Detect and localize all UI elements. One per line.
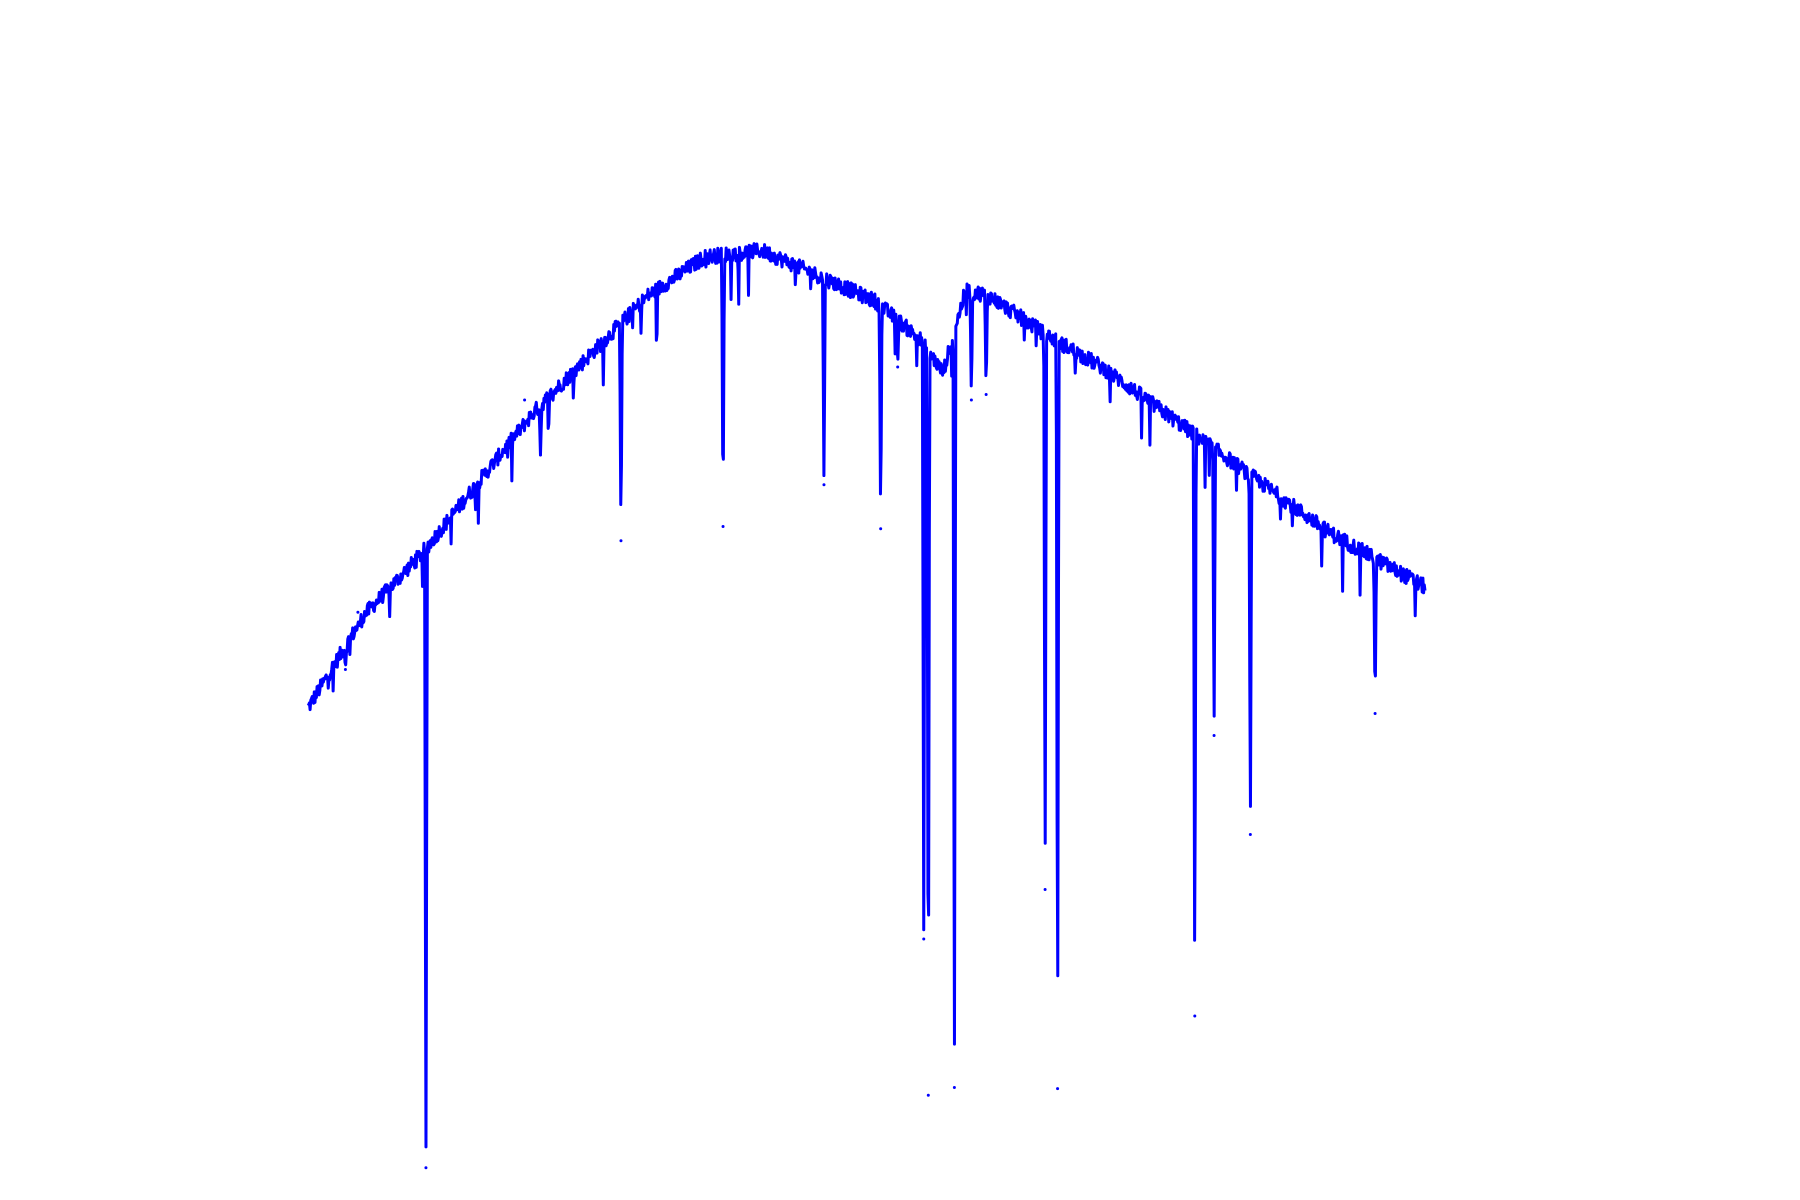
absorption-line-3 xyxy=(523,398,527,402)
absorption-line-8 xyxy=(879,527,883,531)
absorption-line-4 xyxy=(538,453,542,457)
absorption-line-13 xyxy=(969,398,973,402)
absorption-line-19 xyxy=(1248,833,1252,836)
absorption-line-16 xyxy=(1056,1087,1060,1091)
absorption-line-15 xyxy=(1043,888,1047,891)
absorption-line-14 xyxy=(984,393,988,396)
absorption-line-7 xyxy=(822,483,826,487)
absorption-line-9 xyxy=(896,365,900,369)
absorption-line-0 xyxy=(343,668,347,671)
absorption-line-20 xyxy=(1373,712,1377,715)
absorption-line-17 xyxy=(1193,1014,1197,1018)
absorption-line-11 xyxy=(926,1093,930,1097)
absorption-line-10 xyxy=(922,937,926,941)
absorption-line-12 xyxy=(952,1086,956,1089)
absorption-line-6 xyxy=(721,525,725,528)
spectrum-line-0 xyxy=(306,242,1427,1149)
absorption-line-5 xyxy=(619,539,623,543)
absorption-line-2 xyxy=(424,1166,428,1170)
absorption-line-1 xyxy=(356,610,360,614)
absorption-line-18 xyxy=(1212,734,1216,737)
